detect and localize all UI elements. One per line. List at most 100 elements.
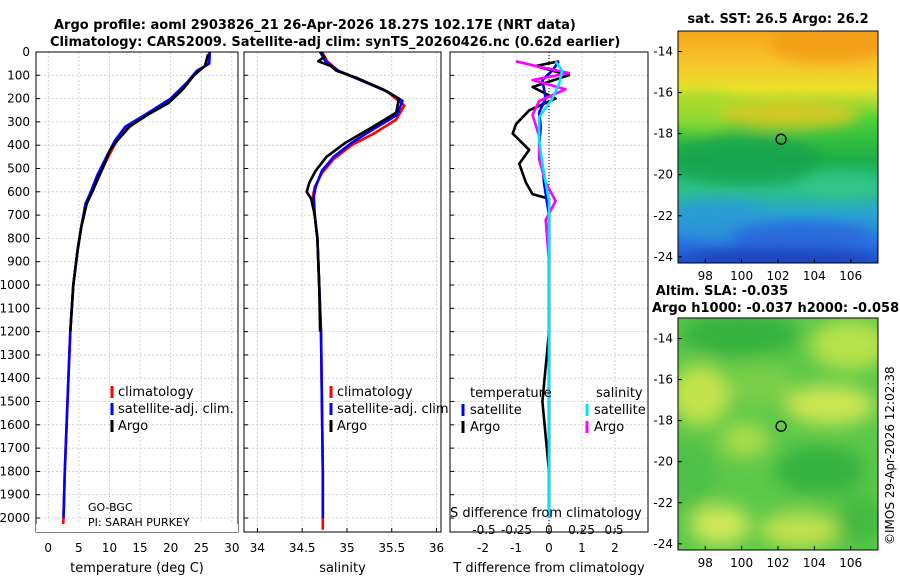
x-tick-label: 98 bbox=[698, 556, 713, 570]
x2-tick-label: -0.25 bbox=[501, 523, 532, 537]
y-tick-label: 1900 bbox=[0, 488, 30, 502]
x-tick-label: 102 bbox=[767, 269, 790, 283]
y-tick-label: 2000 bbox=[0, 511, 30, 525]
plot-area bbox=[244, 52, 441, 532]
y-tick-label: 500 bbox=[7, 162, 30, 176]
x-tick-label: 36 bbox=[429, 541, 444, 555]
sla-map: 98 100 102 104 106 -14 -16 -18 -20 -22 -24 Altim. … bbox=[652, 284, 899, 570]
y-tick-label: 100 bbox=[7, 68, 30, 82]
legend-bg bbox=[36, 524, 238, 532]
x-tick-label: -2 bbox=[477, 541, 489, 555]
series-line-argo bbox=[69, 53, 210, 332]
legend-label: satellite bbox=[594, 403, 646, 418]
y-tick-label: 300 bbox=[7, 115, 30, 129]
plot-area bbox=[36, 52, 238, 532]
x-tick-label: 98 bbox=[698, 269, 713, 283]
y-tick-label: -18 bbox=[653, 414, 673, 428]
x-tick-label: 35.5 bbox=[378, 541, 405, 555]
sla-map-title: Altim. SLA: -0.035 bbox=[656, 284, 788, 299]
x-tick-label: 100 bbox=[730, 556, 753, 570]
y-tick-label: -18 bbox=[653, 127, 673, 141]
plot-frame bbox=[449, 51, 649, 533]
x-tick-label: 10 bbox=[102, 541, 117, 555]
header-line2: Climatology: CARS2009. Satellite-adj cli… bbox=[50, 35, 620, 50]
x-tick-label: -1 bbox=[510, 541, 522, 555]
legend-group-title: temperature bbox=[470, 386, 552, 401]
x-tick-label: 106 bbox=[839, 556, 862, 570]
x2-tick-label: 0 bbox=[545, 523, 553, 537]
legend-label: Argo bbox=[337, 419, 367, 434]
plot-frame bbox=[243, 51, 442, 533]
legend-label: satellite-adj. clim. bbox=[337, 402, 453, 417]
legend-label: Argo bbox=[470, 420, 500, 435]
x-tick-label: 0 bbox=[545, 541, 553, 555]
y-tick-label: 1300 bbox=[0, 348, 30, 362]
x2-tick-label: -0.5 bbox=[472, 523, 495, 537]
x-tick-label: 15 bbox=[132, 541, 147, 555]
x-tick-label: 0 bbox=[44, 541, 52, 555]
x-tick-label: 34 bbox=[250, 541, 265, 555]
y-tick-label: -16 bbox=[653, 86, 673, 100]
difference-profile-panel: -2 -1 0 1 2 T difference from climatology temp… bbox=[449, 51, 649, 576]
sst-map: 98 100 102 104 106 -14 -16 -18 -20 -22 -24 sat. SS… bbox=[653, 12, 879, 283]
argo-location-marker bbox=[775, 420, 787, 432]
imos-timestamp: ©IMOS 29-Apr-2026 12:02:38 bbox=[883, 366, 897, 545]
x-tick-label: 35 bbox=[339, 541, 354, 555]
legend-group-title: salinity bbox=[596, 386, 643, 401]
x-tick-label: 104 bbox=[803, 556, 826, 570]
x-axis-label: T difference from climatology bbox=[452, 561, 645, 576]
y-tick-label: 1100 bbox=[0, 301, 30, 315]
y-tick-label: 0 bbox=[22, 45, 30, 59]
y-tick-label: -16 bbox=[653, 373, 673, 387]
series-line-argo bbox=[305, 51, 401, 332]
x-tick-label: 34.5 bbox=[289, 541, 316, 555]
x2-tick-label: 0.25 bbox=[568, 523, 595, 537]
y-tick-label: 1800 bbox=[0, 464, 30, 478]
x-tick-label: 5 bbox=[75, 541, 83, 555]
legend-label: satellite bbox=[470, 403, 522, 418]
y-tick-label: 800 bbox=[7, 231, 30, 245]
argo-location-marker bbox=[775, 133, 787, 145]
x-tick-label: 104 bbox=[803, 269, 826, 283]
x-tick-label: 106 bbox=[839, 269, 862, 283]
header-line1: Argo profile: aoml 2903826_21 26-Apr-202… bbox=[54, 18, 576, 33]
x2-tick-label: 0.5 bbox=[604, 523, 623, 537]
legend-label: Argo bbox=[594, 420, 624, 435]
x2-axis-label: S difference from climatology bbox=[450, 506, 642, 521]
x-tick-label: 25 bbox=[194, 541, 209, 555]
y-tick-label: 1600 bbox=[0, 418, 30, 432]
legend-label: climatology bbox=[118, 385, 194, 400]
x-axis-label: temperature (deg C) bbox=[70, 561, 204, 576]
y-tick-label: 600 bbox=[7, 185, 30, 199]
x-tick-label: 1 bbox=[578, 541, 586, 555]
y-tick-label: 1200 bbox=[0, 325, 30, 339]
y-tick-label: -20 bbox=[653, 455, 673, 469]
y-tick-label: 1500 bbox=[0, 395, 30, 409]
y-tick-label: 400 bbox=[7, 138, 30, 152]
legend-label: climatology bbox=[337, 385, 413, 400]
series-line-satellite-adj-clim- bbox=[62, 51, 212, 519]
y-tick-label: 1400 bbox=[0, 371, 30, 385]
panel-annotation: PI: SARAH PURKEY bbox=[88, 516, 190, 529]
y-tick-label: -14 bbox=[653, 332, 673, 346]
legend-label: Argo bbox=[118, 419, 148, 434]
x-axis-label: salinity bbox=[319, 561, 366, 576]
legend-label: satellite-adj. clim. bbox=[118, 402, 234, 417]
sst-map-title: sat. SST: 26.5 Argo: 26.2 bbox=[687, 12, 868, 27]
temperature-profile-panel: 0100200300400500600700800900100011001200… bbox=[0, 45, 240, 576]
y-tick-label: -24 bbox=[653, 537, 673, 551]
y-tick-label: 200 bbox=[7, 92, 30, 106]
panel-annotation: GO-BGC bbox=[88, 501, 133, 514]
series-line-s-satellite bbox=[537, 60, 564, 518]
y-tick-label: 700 bbox=[7, 208, 30, 222]
y-tick-label: 1700 bbox=[0, 441, 30, 455]
y-tick-label: -20 bbox=[653, 168, 673, 182]
x-tick-label: 100 bbox=[730, 269, 753, 283]
x-tick-label: 30 bbox=[224, 541, 239, 555]
x-tick-label: 102 bbox=[767, 556, 790, 570]
y-tick-label: 1000 bbox=[0, 278, 30, 292]
y-tick-label: -24 bbox=[653, 250, 673, 264]
sla-map-subtitle: Argo h1000: -0.037 h2000: -0.058 bbox=[652, 301, 899, 316]
y-tick-label: -22 bbox=[653, 209, 673, 223]
